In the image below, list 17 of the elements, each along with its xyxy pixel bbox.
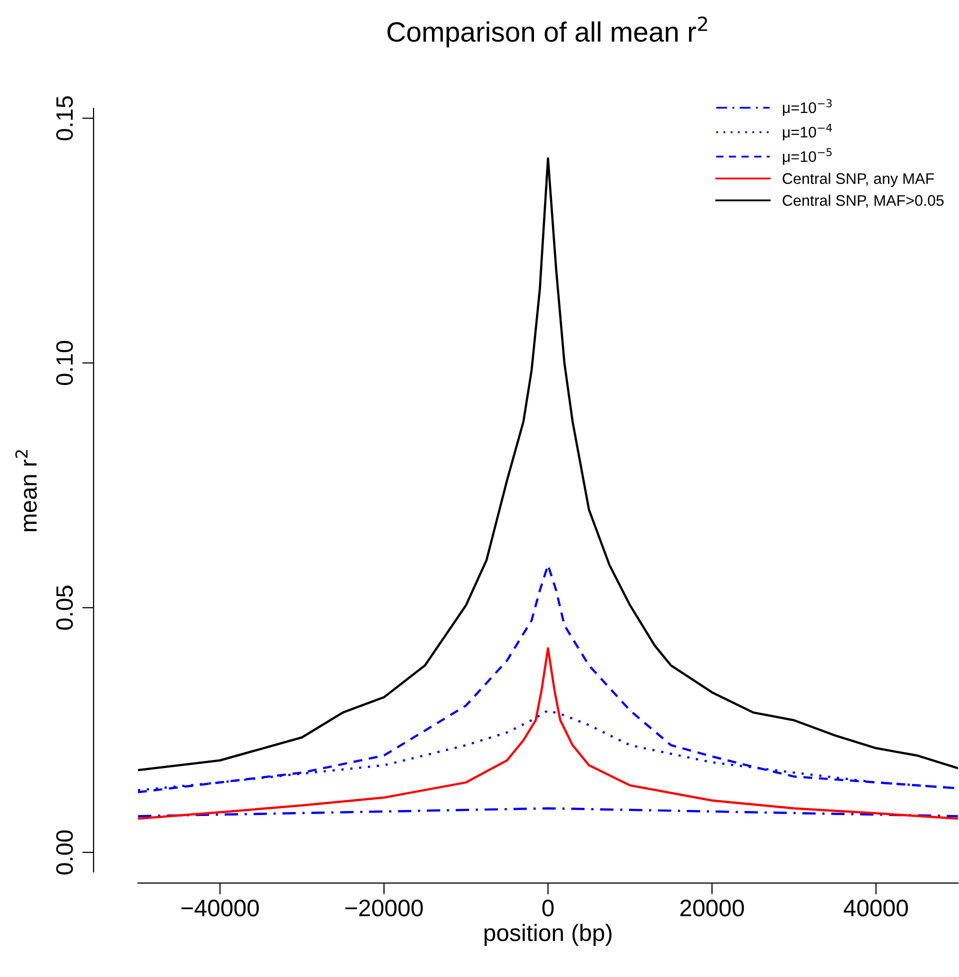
legend-label: Central SNP, MAF>0.05 <box>782 194 944 208</box>
y-axis-title: mean r$^{2}$ <box>15 450 37 532</box>
x-tick-label: −40000 <box>181 900 259 916</box>
y-tick-label: 0.15 <box>56 96 73 140</box>
x-tick-label: 20000 <box>680 900 744 916</box>
x-axis-title: position (bp) <box>484 924 612 946</box>
x-tick-label: −20000 <box>345 900 423 916</box>
x-tick-label: 40000 <box>844 900 908 916</box>
x-tick-label: 0 <box>542 900 554 916</box>
y-tick-label: 0.05 <box>56 586 73 630</box>
legend-label: μ=10$^{−5}$ <box>782 148 832 165</box>
y-tick-label: 0.00 <box>56 830 73 874</box>
legend-label: μ=10$^{−4}$ <box>782 124 832 140</box>
chart-title: Comparison of all mean r$^{2}$ <box>387 16 708 48</box>
y-tick-label: 0.10 <box>56 340 73 386</box>
legend-label: μ=10$^{−3}$ <box>782 99 832 116</box>
legend-label: Central SNP, any MAF <box>782 172 934 188</box>
